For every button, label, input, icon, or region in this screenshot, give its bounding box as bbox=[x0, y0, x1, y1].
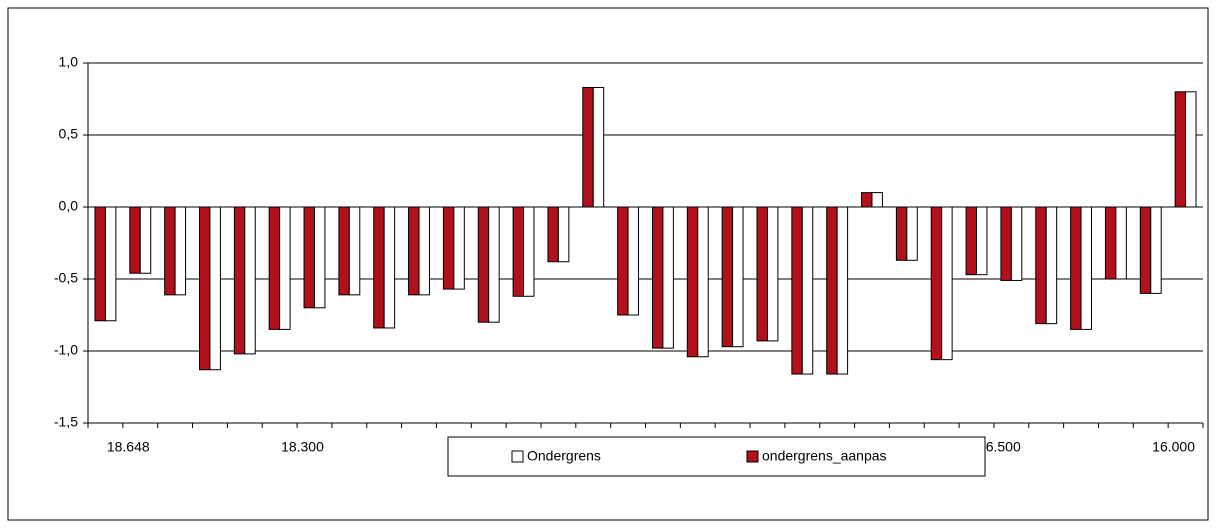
legend bbox=[447, 436, 986, 477]
bar bbox=[627, 206, 640, 316]
bar bbox=[477, 206, 490, 323]
y-tick-label: -1,5 bbox=[54, 414, 78, 430]
bar bbox=[721, 206, 734, 348]
x-tick-label: 16.000 bbox=[1152, 439, 1195, 455]
bar bbox=[303, 206, 315, 309]
bar bbox=[523, 206, 535, 297]
bar bbox=[383, 206, 396, 329]
bar bbox=[408, 206, 420, 296]
legend-swatch bbox=[746, 450, 759, 463]
x-tick-label: 18.648 bbox=[107, 439, 150, 455]
bar bbox=[651, 206, 664, 349]
bar bbox=[1080, 206, 1092, 330]
y-tick-label: 1,0 bbox=[59, 54, 79, 70]
bar bbox=[697, 206, 709, 358]
legend-label: ondergrens_aanpas bbox=[762, 448, 887, 464]
bar bbox=[766, 206, 779, 342]
bar bbox=[557, 206, 570, 263]
bar bbox=[1150, 206, 1162, 294]
y-tick-label: 0,5 bbox=[59, 126, 79, 142]
bar bbox=[732, 206, 744, 348]
bar bbox=[279, 206, 291, 330]
bar bbox=[871, 192, 883, 208]
x-tick-label: 18.300 bbox=[281, 439, 324, 455]
bar bbox=[313, 206, 326, 309]
x-tick-label: 16.500 bbox=[978, 439, 1021, 455]
bar bbox=[233, 206, 246, 355]
bar bbox=[1115, 206, 1127, 280]
bar bbox=[1070, 206, 1082, 330]
bar bbox=[895, 206, 908, 261]
bar bbox=[129, 206, 141, 274]
bar bbox=[617, 206, 629, 316]
bar bbox=[756, 206, 768, 342]
bar bbox=[1045, 206, 1058, 325]
y-tick-label: -1,0 bbox=[54, 342, 78, 358]
bar bbox=[338, 206, 350, 296]
bar bbox=[906, 206, 918, 261]
bar bbox=[453, 206, 465, 290]
bar bbox=[373, 206, 385, 329]
bar bbox=[582, 86, 594, 208]
bar bbox=[94, 206, 106, 322]
bar bbox=[139, 206, 152, 274]
bar bbox=[592, 86, 605, 208]
bar bbox=[104, 206, 117, 322]
bar bbox=[1035, 206, 1047, 325]
y-tick-label: -0,5 bbox=[54, 270, 78, 286]
bar bbox=[1000, 206, 1012, 281]
bar bbox=[836, 206, 849, 375]
bar bbox=[686, 206, 699, 358]
bar bbox=[488, 206, 500, 323]
bar bbox=[547, 206, 559, 263]
bar bbox=[662, 206, 674, 349]
bar bbox=[941, 206, 953, 361]
bar bbox=[1139, 206, 1152, 294]
bar bbox=[791, 206, 803, 375]
bar bbox=[1104, 206, 1117, 280]
bar bbox=[1010, 206, 1023, 281]
y-tick-label: 0,0 bbox=[59, 198, 79, 214]
bar bbox=[976, 206, 988, 276]
legend-swatch bbox=[511, 450, 524, 463]
bar bbox=[244, 206, 256, 355]
bar bbox=[1185, 91, 1197, 208]
bar bbox=[268, 206, 281, 330]
bar bbox=[512, 206, 525, 297]
bar bbox=[348, 206, 361, 296]
bar bbox=[164, 206, 176, 296]
legend-label: Ondergrens bbox=[527, 448, 601, 464]
bar bbox=[418, 206, 430, 296]
bar bbox=[801, 206, 814, 375]
bar bbox=[442, 206, 455, 290]
bar bbox=[174, 206, 187, 296]
bar bbox=[965, 206, 978, 276]
bar bbox=[826, 206, 838, 375]
bar bbox=[1174, 91, 1187, 208]
bar bbox=[199, 206, 211, 371]
bar bbox=[930, 206, 943, 361]
bar bbox=[209, 206, 221, 371]
bar bbox=[861, 192, 873, 208]
